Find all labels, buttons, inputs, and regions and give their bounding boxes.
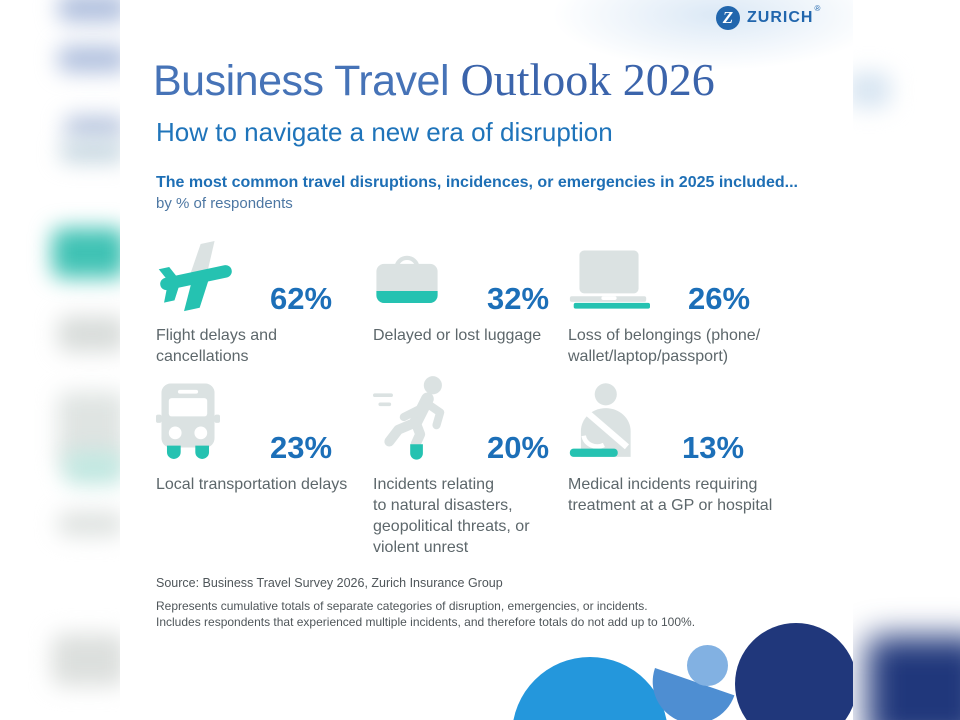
medical-sling-icon xyxy=(568,381,652,461)
runner-icon xyxy=(373,373,457,461)
zurich-z-icon: Z xyxy=(716,6,740,30)
page-title: Business Travel Outlook 2026 xyxy=(153,53,715,106)
intro-unit-note: by % of respondents xyxy=(156,195,293,212)
footnote-line-1: Represents cumulative totals of separate… xyxy=(156,599,648,613)
stat-value: 13% xyxy=(682,430,745,465)
footnote-line-2: Includes respondents that experienced mu… xyxy=(156,614,696,629)
stat-label: Delayed or lost luggage xyxy=(373,327,542,344)
title-sans-part: Business Travel xyxy=(153,57,461,105)
decorative-circle-light-blue xyxy=(687,645,728,686)
stat-label: Flight delays and cancellations xyxy=(156,327,277,365)
decorative-half-disc xyxy=(641,668,735,720)
stat-tile-medical-incidents: 13% Medical incidents requiring treatmen… xyxy=(568,375,836,558)
stat-value: 32% xyxy=(487,281,550,316)
stat-tile-transport-delays: 23% Local transportation delays xyxy=(156,375,373,558)
stat-tile-loss-of-belongings: 26% Loss of belongings (phone/ wallet/la… xyxy=(568,236,836,367)
stat-label: Local transportation delays xyxy=(156,476,348,493)
stat-value: 20% xyxy=(487,430,550,465)
title-serif-part: Outlook 2026 xyxy=(460,54,715,105)
stat-label: Incidents relating to natural disasters,… xyxy=(373,476,530,556)
stat-value: 62% xyxy=(270,281,333,316)
stat-tile-disaster-incidents: 20% Incidents relating to natural disast… xyxy=(373,375,568,558)
stat-tile-lost-luggage: 32% Delayed or lost luggage xyxy=(373,236,568,367)
stat-value: 26% xyxy=(688,281,751,316)
infographic-card: Z ZURICH® Business Travel Outlook 2026 H… xyxy=(120,0,853,720)
stat-label: Medical incidents requiring treatment at… xyxy=(568,476,773,514)
decorative-circle-bright-blue xyxy=(512,657,668,720)
stat-label: Loss of belongings (phone/ wallet/laptop… xyxy=(568,327,761,365)
airplane-icon xyxy=(156,238,240,312)
bus-icon xyxy=(156,381,240,461)
zurich-logo: Z ZURICH® xyxy=(716,4,821,30)
intro-heading: The most common travel disruptions, inci… xyxy=(156,174,798,191)
stat-tile-flight-delays: 62% Flight delays and cancellations xyxy=(156,236,373,367)
blurred-right-page-edge xyxy=(853,0,960,720)
footer: Source: Business Travel Survey 2026, Zur… xyxy=(156,576,816,630)
blurred-left-page-edge xyxy=(0,0,120,720)
decorative-circle-navy xyxy=(735,623,853,720)
stats-grid: 62% Flight delays and cancellations 32% … xyxy=(156,236,836,558)
zurich-wordmark: ZURICH® xyxy=(747,4,821,26)
source-line: Source: Business Travel Survey 2026, Zur… xyxy=(156,576,503,590)
page-subtitle: How to navigate a new era of disruption xyxy=(156,117,613,147)
luggage-icon xyxy=(373,248,457,312)
laptop-icon xyxy=(568,248,658,312)
stat-value: 23% xyxy=(270,430,333,465)
